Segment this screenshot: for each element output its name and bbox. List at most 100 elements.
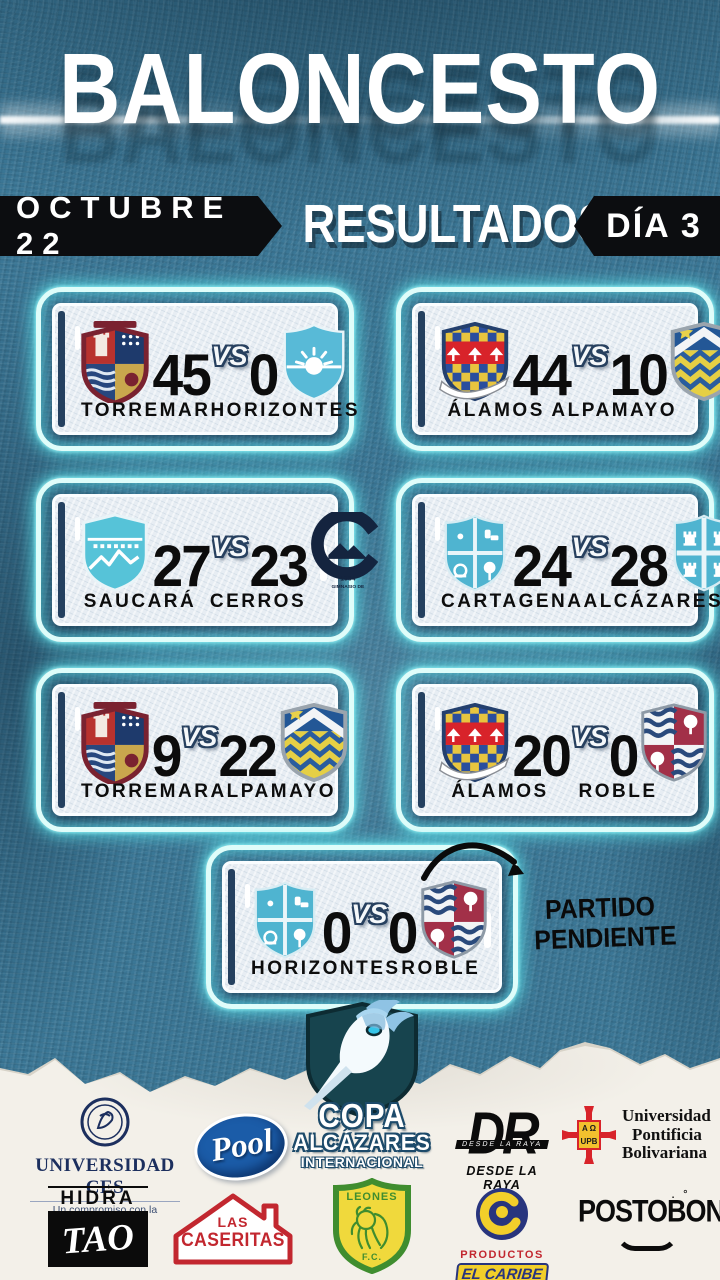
match-card-inner: 27 VS 23 1964 GIMNASIO DE SAUCARÁ CERROS bbox=[52, 494, 338, 626]
leones-shield-icon: LEONES F.C. bbox=[333, 1177, 411, 1275]
postobon-smile-icon bbox=[615, 1231, 679, 1251]
card-tick bbox=[75, 326, 80, 350]
pool-logo: Pool bbox=[188, 1106, 294, 1188]
caribe-line1: PRODUCTOS bbox=[460, 1249, 544, 1261]
alcazares-crest-icon bbox=[668, 512, 720, 594]
leones-fc-logo: LEONES F.C. bbox=[330, 1177, 414, 1275]
el-caribe-logo: PRODUCTOS EL CARIBE El de toda la vida bbox=[452, 1186, 552, 1280]
alpamayo-crest-icon bbox=[668, 321, 720, 403]
card-tick bbox=[435, 326, 440, 350]
torremar-crest-icon bbox=[79, 702, 151, 784]
dr-tagline: DESDE LA RAYA bbox=[466, 1164, 538, 1192]
away-score: 0 bbox=[388, 901, 419, 966]
caribe-line2: EL CARIBE bbox=[454, 1263, 550, 1280]
away-team-name: ROBLE bbox=[401, 958, 481, 979]
tao-word: TAO bbox=[60, 1216, 136, 1262]
home-score: 27 bbox=[152, 534, 212, 599]
postobon-wordmark: POSTOBON bbox=[578, 1193, 720, 1229]
match-card-inner: 20 VS 0 ÁLAMOS ROBLE bbox=[412, 684, 698, 816]
away-score: 23 bbox=[249, 534, 308, 599]
card-tick bbox=[484, 912, 491, 948]
upb-cross-icon: A Ω UPB bbox=[562, 1106, 616, 1164]
day-banner: DÍA 3 bbox=[574, 196, 720, 256]
card-side-bar bbox=[418, 692, 425, 808]
dr-strike-text: DESDE LA RAYA bbox=[455, 1140, 549, 1149]
home-team-name: TORREMAR bbox=[81, 781, 211, 802]
match-card-inner: 45 VS 0 TORREMAR HORIZONTES bbox=[52, 303, 358, 435]
match-card: 20 VS 0 ÁLAMOS ROBLE bbox=[396, 668, 714, 832]
upb-name: Universidad Pontificia Bolivariana bbox=[622, 1107, 711, 1162]
away-score: 28 bbox=[609, 534, 668, 599]
pending-line1: PARTIDO bbox=[544, 891, 656, 925]
caseritas-house-icon bbox=[173, 1193, 293, 1265]
caseritas-line1: LAS bbox=[217, 1214, 249, 1230]
away-score: 0 bbox=[608, 724, 639, 789]
card-tick bbox=[75, 517, 80, 541]
pending-note: PARTIDO PENDIENTE bbox=[533, 891, 677, 956]
hidra-word: HIDRA bbox=[48, 1186, 148, 1210]
caseritas-line2: CASERITAS bbox=[181, 1230, 285, 1251]
cerros-year: 1964 bbox=[340, 575, 355, 582]
upb-line1: Universidad bbox=[622, 1106, 711, 1126]
leones-fc: F.C. bbox=[362, 1252, 382, 1262]
horizontes-crest-icon bbox=[253, 880, 317, 960]
day-label: DÍA 3 bbox=[606, 206, 702, 245]
poster-title: BALONCESTO bbox=[59, 33, 661, 145]
away-team-name: HORIZONTES bbox=[210, 400, 360, 421]
home-score: 0 bbox=[321, 901, 353, 966]
home-team-name: HORIZONTES bbox=[251, 958, 401, 979]
home-score: 20 bbox=[512, 724, 572, 789]
match-card-inner: 9 VS 22 TORREMAR ALPAMAYO bbox=[52, 684, 338, 816]
home-score: 45 bbox=[152, 343, 212, 408]
vs-badge: VS bbox=[181, 721, 218, 752]
copa-bird-shield-icon bbox=[304, 1000, 418, 1119]
vs-badge: VS bbox=[571, 721, 608, 752]
home-team-name: SAUCARÁ bbox=[83, 591, 197, 612]
tao-box: TAO bbox=[48, 1211, 148, 1267]
away-team-name: CERROS bbox=[209, 591, 307, 612]
upb-cross-top: A Ω bbox=[582, 1124, 597, 1133]
postobon-dots: · ˚ bbox=[670, 1188, 690, 1204]
copa-line1: COPA bbox=[318, 1097, 406, 1134]
date-label: OCTUBRE 22 bbox=[16, 190, 233, 261]
copa-line2: ALCÁZARES bbox=[293, 1130, 431, 1156]
roble-crest-icon bbox=[638, 702, 710, 784]
results-heading: RESULTADOS bbox=[302, 194, 609, 254]
upb-logo: A Ω UPB Universidad Pontificia Bolivaria… bbox=[560, 1104, 716, 1166]
match-card-inner: 44 VS 10 ÁLAMOS ALPAMAYO bbox=[412, 303, 698, 435]
away-team-name: ALPAMAYO bbox=[551, 400, 677, 421]
home-team-name: CARTAGENA bbox=[441, 591, 584, 612]
home-score: 9 bbox=[151, 724, 183, 789]
upb-line3: Bolivariana bbox=[622, 1143, 708, 1163]
card-tick bbox=[435, 707, 440, 731]
card-side-bar bbox=[58, 311, 65, 427]
ces-crest-icon bbox=[80, 1097, 130, 1147]
vs-badge: VS bbox=[571, 531, 608, 562]
match-card: 27 VS 23 1964 GIMNASIO DE SAUCARÁ CERROS bbox=[36, 478, 354, 642]
copa-text: COPA ALCÁZARES INTERNACIONAL bbox=[282, 1097, 442, 1171]
hidra-tao-logo: HIDRA TAO bbox=[48, 1186, 148, 1267]
upb-cross-bottom: UPB bbox=[581, 1137, 598, 1146]
date-banner: OCTUBRE 22 bbox=[0, 196, 282, 256]
alamos-crest-icon bbox=[439, 702, 511, 784]
home-score: 24 bbox=[512, 534, 572, 599]
match-card: 44 VS 10 ÁLAMOS ALPAMAYO bbox=[396, 287, 714, 451]
postobon-logo: POSTOBON · ˚ bbox=[578, 1188, 720, 1251]
copa-alcazares-logo: COPA ALCÁZARES INTERNACIONAL bbox=[282, 996, 442, 1186]
home-score: 44 bbox=[512, 343, 572, 408]
las-caseritas-logo: LAS CASERITAS bbox=[168, 1192, 298, 1270]
home-team-name: TORREMAR bbox=[81, 400, 211, 421]
away-score: 10 bbox=[609, 343, 668, 408]
card-side-bar bbox=[418, 311, 425, 427]
leones-word: LEONES bbox=[346, 1191, 397, 1203]
card-side-bar bbox=[228, 869, 235, 985]
vs-badge: VS bbox=[571, 340, 608, 371]
dr-initials: DR bbox=[467, 1100, 539, 1168]
card-tick bbox=[75, 707, 80, 731]
match-card-inner: 0 VS 0 HORIZONTES ROBLE bbox=[222, 861, 502, 993]
cerros-caption: GIMNASIO DE bbox=[332, 584, 366, 590]
alamos-crest-icon bbox=[439, 321, 511, 403]
match-card: 0 VS 0 HORIZONTES ROBLE bbox=[206, 845, 518, 1009]
cerros-crest-icon: 1964 GIMNASIO DE bbox=[308, 512, 380, 590]
